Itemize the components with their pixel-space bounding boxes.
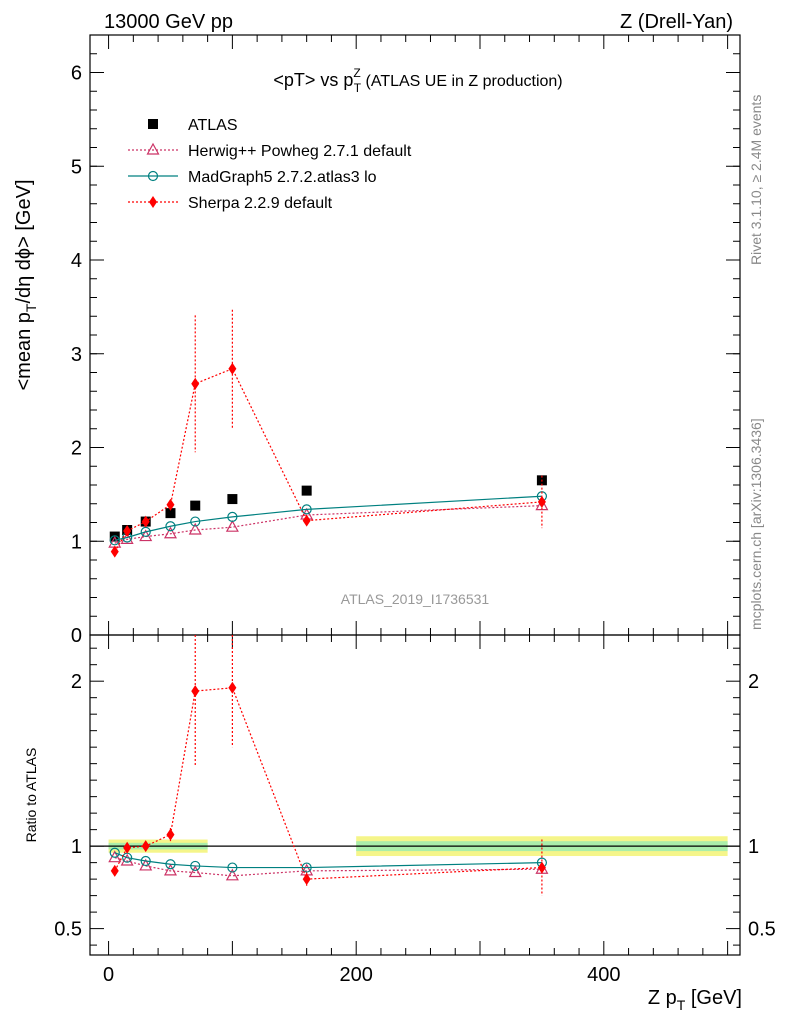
madgraph5-2-7-2-atlas3-lo-ratio-line	[114, 852, 542, 869]
sherpa-2-2-9-default-ratio-point	[191, 685, 200, 698]
ratio-y-tick-label: 2	[71, 671, 82, 693]
madgraph5-2-7-2-atlas3-lo-ratio-point	[165, 859, 176, 870]
herwig-powheg-2-7-1-default-point	[225, 519, 239, 532]
sherpa-2-2-9-default-ratio-point	[302, 873, 311, 886]
sherpa-2-2-9-default-ratio-point	[141, 840, 150, 853]
sherpa-2-2-9-default-ratio-point	[123, 841, 132, 854]
madgraph5-2-7-2-atlas3-lo-legend-label: MadGraph5 2.7.2.atlas3 lo	[188, 169, 377, 186]
sherpa-2-2-9-default-point	[141, 515, 150, 528]
sherpa-2-2-9-default-point	[123, 524, 132, 537]
x-tick-label: 200	[340, 964, 373, 986]
sherpa-2-2-9-default-ratio-point	[228, 681, 237, 694]
atlas-legend-marker	[148, 119, 158, 129]
main-series-group	[108, 309, 549, 558]
herwig-powheg-2-7-1-default-legend-label: Herwig++ Powheg 2.7.1 default	[188, 143, 412, 160]
herwig-powheg-2-7-1-default-point	[188, 522, 202, 535]
madgraph5-2-7-2-atlas3-lo-ratio-point	[109, 847, 120, 858]
ratio-y-tick-label: 0.5	[748, 919, 776, 941]
madgraph5-2-7-2-atlas3-lo-point	[301, 504, 312, 515]
madgraph5-2-7-2-atlas3-lo-ratio-point	[301, 862, 312, 873]
sherpa-2-2-9-default-ratio-point	[110, 864, 119, 877]
mcplots-label: mcplots.cern.ch [arXiv:1306.3436]	[748, 418, 764, 630]
madgraph5-2-7-2-atlas3-lo-line	[114, 495, 542, 541]
sherpa-2-2-9-default-point	[537, 495, 546, 508]
madgraph5-2-7-2-atlas3-lo-point	[109, 535, 120, 546]
main-title: <pT> vs pZ T (ATLAS UE in Z production)	[273, 66, 562, 95]
x-axis-label: Z pT [GeV]	[648, 987, 742, 1013]
sherpa-2-2-9-default-line	[114, 367, 542, 552]
sherpa-2-2-9-default-point	[191, 377, 200, 390]
main-panel: 0 1 2 3 4 5 6 <pT> vs pZ T (ATLAS UE in Z produ…	[13, 34, 741, 647]
madgraph5-2-7-2-atlas3-lo-point	[190, 516, 201, 527]
y-tick-label: 6	[71, 63, 82, 85]
herwig-powheg-2-7-1-default-point	[163, 526, 177, 539]
herwig-powheg-2-7-1-default-ratio-point	[120, 853, 134, 866]
sherpa-2-2-9-default-ratio-point	[166, 828, 175, 841]
y-tick-label: 5	[71, 156, 82, 178]
atlas-point	[190, 500, 201, 511]
y-tick-label: 3	[71, 344, 82, 366]
legend: ATLAS Herwig++ Powheg 2.7.1 default MadGra…	[128, 117, 412, 212]
atlas-legend-label: ATLAS	[188, 117, 238, 134]
ratio-x-ticks: 0 200 400	[103, 635, 729, 986]
ratio-series-group	[108, 635, 549, 896]
y-tick-label: 0	[71, 625, 82, 647]
atlas-point	[165, 508, 176, 519]
ratio-y-ticks: 0.5 0.5 1 1 2 2	[54, 647, 776, 946]
madgraph5-2-7-2-atlas3-lo-point	[165, 521, 176, 532]
atlas-point	[301, 485, 312, 496]
sherpa-2-2-9-default-point	[110, 545, 119, 558]
ratio-panel: 0.5 0.5 1 1 2 2 0 200 400 Ratio to ATLAS Z pT […	[23, 634, 776, 1013]
sherpa-2-2-9-default-point	[228, 362, 237, 375]
herwig-powheg-2-7-1-default-ratio-point	[188, 865, 202, 878]
x-tick-label: 400	[587, 964, 620, 986]
ratio-y-tick-label: 0.5	[54, 919, 82, 941]
sherpa-2-2-9-default-legend-marker	[149, 196, 157, 208]
main-x-ticks	[108, 35, 729, 635]
header-right: Z (Drell-Yan)	[620, 11, 733, 33]
y-tick-label: 2	[71, 438, 82, 460]
madgraph5-2-7-2-atlas3-lo-point	[227, 511, 238, 522]
rivet-version-label: Rivet 3.1.10, ≥ 2.4M events	[748, 95, 764, 265]
ratio-y-tick-label: 1	[748, 836, 759, 858]
ratio-y-tick-label: 2	[748, 671, 759, 693]
header-left: 13000 GeV pp	[104, 11, 233, 33]
ratio-frame	[89, 634, 741, 956]
main-y-ticks: 0 1 2 3 4 5 6	[71, 34, 740, 647]
ratio-y-tick-label: 1	[71, 836, 82, 858]
madgraph5-2-7-2-atlas3-lo-ratio-point	[140, 855, 151, 867]
sherpa-2-2-9-default-ratio-point	[537, 861, 546, 874]
y-tick-label: 4	[71, 250, 82, 272]
herwig-powheg-2-7-1-default-legend-marker	[146, 142, 160, 155]
y-tick-label: 1	[71, 531, 82, 553]
herwig-powheg-2-7-1-default-ratio-point	[225, 868, 239, 881]
madgraph5-2-7-2-atlas3-lo-legend-marker	[147, 170, 159, 182]
ratio-y-axis-label: Ratio to ATLAS	[23, 748, 39, 843]
madgraph5-2-7-2-atlas3-lo-ratio-point	[227, 862, 238, 873]
analysis-id-label: ATLAS_2019_I1736531	[341, 591, 490, 607]
sherpa-2-2-9-default-point	[166, 498, 175, 511]
atlas-point	[227, 494, 238, 505]
ratio-uncertainty-band	[90, 836, 740, 857]
madgraph5-2-7-2-atlas3-lo-ratio-point	[190, 860, 201, 872]
x-tick-label: 0	[103, 964, 114, 986]
main-y-axis-label: <mean pT/dη dϕ> [GeV]	[13, 179, 39, 390]
herwig-powheg-2-7-1-default-ratio-point	[163, 863, 177, 876]
sherpa-2-2-9-default-legend-label: Sherpa 2.2.9 default	[188, 195, 333, 212]
sherpa-2-2-9-default-point	[302, 514, 311, 527]
